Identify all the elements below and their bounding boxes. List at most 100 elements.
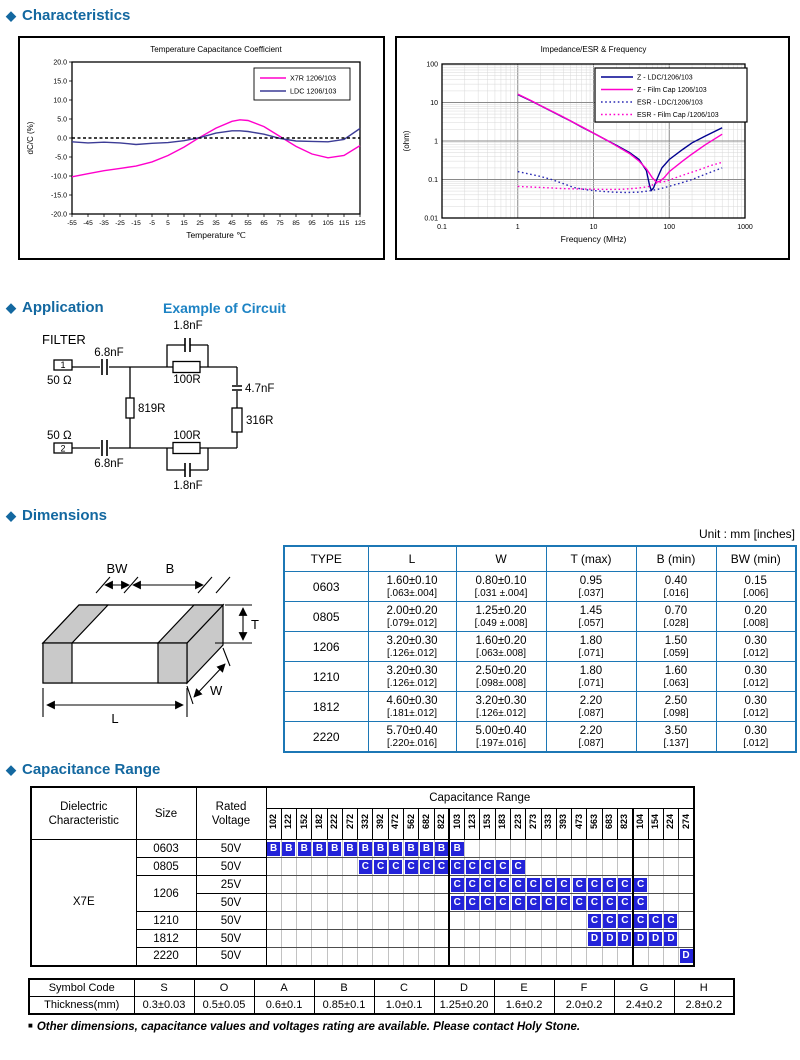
dims-value-cell: 0.20 [.008] — [715, 601, 797, 632]
range-cell: C — [586, 893, 603, 912]
dimensions-table-wrap: TYPE L W T (max) B (min) BW (min) 0603 1.60±0.1… — [283, 545, 797, 753]
capacitance-code-badge: C — [542, 877, 556, 892]
range-cell — [433, 929, 450, 948]
symbol-code-cell: C — [373, 978, 435, 997]
range-cell — [326, 929, 343, 948]
code-col-224: 224 — [662, 808, 680, 840]
range-cell — [616, 839, 634, 858]
range-cell: D — [662, 929, 680, 948]
range-cell — [525, 839, 542, 858]
range-cell — [326, 947, 343, 966]
range-cell — [479, 929, 496, 948]
x-tick-label: -45 — [83, 220, 93, 227]
voltage-cell: 50V — [195, 893, 267, 912]
range-cell: C — [418, 857, 435, 876]
capacitor-drawing: BW B T W L — [20, 545, 282, 745]
resistor-symbol — [172, 360, 201, 374]
capacitance-code-badge: C — [404, 859, 418, 874]
range-cell — [540, 911, 557, 930]
res-right-label: 316R — [246, 415, 274, 427]
filter-label: FILTER — [42, 332, 86, 347]
range-cell — [586, 839, 603, 858]
y-tick-label: 20.0 — [53, 60, 67, 67]
size-cell: 1210 — [135, 911, 197, 930]
range-cell: C — [540, 893, 557, 912]
x-tick-label: 1 — [516, 224, 520, 231]
range-cell — [433, 875, 450, 894]
diamond-icon: ◆ — [6, 762, 16, 777]
code-col-683: 683 — [601, 808, 618, 840]
range-cell — [265, 911, 282, 930]
diamond-icon: ◆ — [6, 8, 16, 23]
thickness-cell: 0.85±0.1 — [313, 996, 375, 1015]
cap-header-row: Dielectric Characteristic Size Rated Voltage… — [30, 786, 695, 840]
y-tick-label: 100 — [426, 62, 438, 69]
x-tick-label: 45 — [228, 220, 236, 227]
range-cell: B — [265, 839, 282, 858]
range-cell — [540, 857, 557, 876]
dims-type-cell: 2220 — [283, 721, 369, 753]
thickness-label: Thickness(mm) — [28, 996, 135, 1015]
range-cell — [448, 911, 466, 930]
y-axis-label: (ohm) — [402, 130, 411, 151]
range-cell — [601, 857, 618, 876]
dims-value-cell: 0.40 [.016] — [635, 571, 717, 602]
port2-label: 2 — [60, 444, 65, 454]
range-cell — [571, 929, 588, 948]
cap-row: 1210 50V C C C C C C — [31, 911, 695, 930]
capacitance-code-badge: D — [679, 949, 693, 964]
footer-note: ■ Other dimensions, capacitance values an… — [28, 1021, 580, 1033]
code-col-393: 393 — [555, 808, 573, 840]
thickness-cell: 0.6±0.1 — [253, 996, 315, 1015]
impedance1-label: 50 Ω — [47, 375, 72, 387]
y-tick-label: 10 — [430, 100, 438, 107]
range-cell — [555, 947, 573, 966]
size-cell: 0805 — [135, 857, 197, 876]
range-cell: C — [601, 911, 618, 930]
resistor-symbol — [125, 397, 135, 419]
capacitance-code-badge: C — [603, 877, 617, 892]
capacitor-symbol — [232, 385, 242, 391]
section-application: ◆ Application — [6, 299, 104, 316]
code-col-473: 473 — [571, 808, 588, 840]
size-header: Size — [135, 786, 197, 840]
dims-value-cell: 2.20 [.087] — [545, 691, 637, 722]
x-tick-label: 85 — [292, 220, 300, 227]
dims-value-cell: 2.20 [.087] — [545, 721, 637, 753]
symbol-code-cell: A — [253, 978, 315, 997]
dims-type-cell: 1206 — [283, 631, 369, 662]
range-cell: B — [326, 839, 343, 858]
capacitance-code-badge: D — [603, 931, 617, 946]
capacitance-code-badge: B — [297, 841, 311, 856]
voltage-cell: 50V — [195, 857, 267, 876]
range-cell — [265, 947, 282, 966]
impedance-chart-panel: Impedance/ESR & Frequency 100 10 1 0.1 0.01 0.… — [395, 36, 790, 260]
range-cell — [662, 857, 680, 876]
symbol-code-cell: B — [313, 978, 375, 997]
range-cell — [326, 875, 343, 894]
range-cell: B — [433, 839, 450, 858]
capacitance-code-badge: B — [419, 841, 433, 856]
range-cell — [326, 893, 343, 912]
range-cell — [265, 929, 282, 948]
range-cell: C — [571, 875, 588, 894]
capacitor-symbol — [101, 359, 108, 375]
l-label: L — [111, 711, 118, 726]
cap-fb-top-label: 1.8nF — [173, 320, 202, 332]
capacitance-code-badge: C — [572, 895, 586, 910]
section-characteristics: ◆ Characteristics — [6, 7, 130, 24]
capacitance-code-badge: C — [542, 895, 556, 910]
dims-row-0603: 0603 1.60±0.10 [.063±.004] 0.80±0.10 [.031 ±… — [283, 571, 797, 602]
dims-row-1206: 1206 3.20±0.30 [.126±.012] 1.60±0.20 [.063±.… — [283, 631, 797, 662]
code-col-123: 123 — [464, 808, 481, 840]
dims-value-cell: 1.60 [.063] — [635, 661, 717, 692]
range-cell: C — [494, 857, 512, 876]
x-axis-label: Frequency (MHz) — [561, 234, 627, 244]
range-cell: C — [662, 911, 680, 930]
dims-value-cell: 2.50±0.20 [.098±.008] — [455, 661, 547, 692]
cap-in-top-label: 6.8nF — [94, 347, 123, 359]
range-cell — [525, 857, 542, 876]
range-cell: C — [586, 911, 603, 930]
dims-value-cell: 3.20±0.30 [.126±.012] — [367, 631, 457, 662]
capacitance-code-badge: C — [603, 895, 617, 910]
